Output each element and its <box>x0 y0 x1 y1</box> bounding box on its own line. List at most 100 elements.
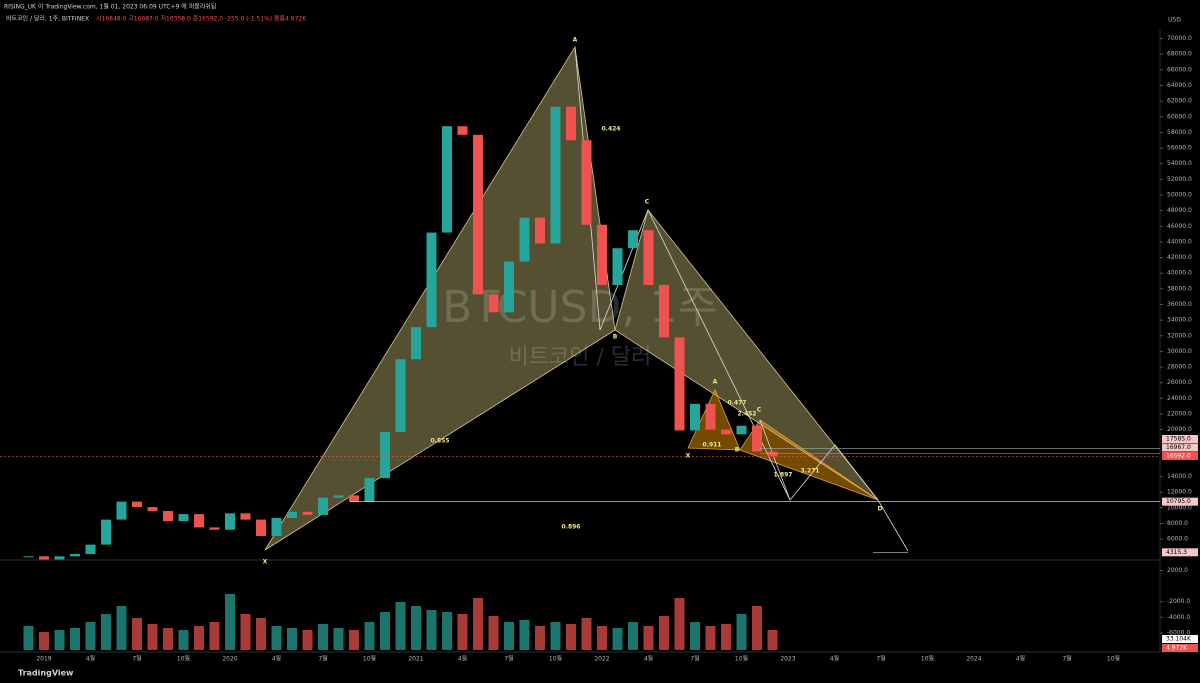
candle <box>566 106 576 141</box>
pattern-label: 0.911 <box>703 442 722 449</box>
candle <box>426 232 437 328</box>
level-tag-label: 10795.0 <box>1166 498 1191 505</box>
volume-bar <box>85 622 96 650</box>
candle <box>364 478 375 502</box>
x-tick-label: 7월 <box>1062 655 1071 663</box>
x-tick-label: 10월 <box>735 655 748 663</box>
y-tick-label: 38000.0 <box>1167 285 1192 292</box>
level-tag <box>1162 497 1198 506</box>
pattern-bcd <box>614 209 879 501</box>
candle <box>550 106 561 244</box>
candle <box>736 425 747 435</box>
price-tag <box>1162 443 1198 452</box>
x-tick-label: 2020 <box>222 656 237 663</box>
candle <box>721 429 731 435</box>
volume-bar <box>690 622 700 650</box>
volume-bar <box>628 622 638 650</box>
currency: USD <box>1168 17 1181 24</box>
candle <box>690 403 700 431</box>
volume-bar <box>597 626 607 650</box>
volume-bar <box>116 606 127 650</box>
candle <box>442 126 452 233</box>
pattern-label: 0.424 <box>602 126 621 133</box>
pattern-label: 0.896 <box>562 524 581 531</box>
pattern-label: B <box>735 447 740 454</box>
candle <box>225 513 235 530</box>
y-tick-label: 22000.0 <box>1167 411 1192 418</box>
pattern-label: A <box>713 379 718 386</box>
candle <box>163 510 173 522</box>
pattern-label: C <box>645 199 650 206</box>
symbol: 비트코인 / 달러, 1주, BITFINEX <box>6 15 89 23</box>
volume-bar <box>550 622 561 650</box>
volume-bar <box>674 598 685 650</box>
y-tick-label: 66000.0 <box>1167 66 1192 73</box>
y-tick-label: 2000.0 <box>1167 567 1188 574</box>
volume-bar <box>643 626 654 650</box>
candle <box>302 511 313 515</box>
volume-bar <box>504 622 514 650</box>
x-tick-label: 2023 <box>780 656 795 663</box>
candle <box>209 527 220 530</box>
volume-bar <box>659 616 669 650</box>
volume-bar <box>767 630 778 650</box>
volume-bar <box>225 594 235 650</box>
pattern-label: D <box>878 506 883 513</box>
volume-bar <box>426 610 437 650</box>
candle <box>705 403 716 430</box>
volume-bar <box>240 614 251 650</box>
volume-bar <box>705 626 716 650</box>
volume-bar <box>473 598 483 650</box>
x-tick-label: 10월 <box>363 655 376 663</box>
candle <box>488 294 499 313</box>
volume-bar <box>349 630 359 650</box>
y-tick-label: 48000.0 <box>1167 207 1192 214</box>
volume-bar <box>519 620 530 650</box>
volume-tag <box>1162 635 1198 643</box>
x-tick-label: 7월 <box>690 655 699 663</box>
volume-bar <box>287 628 297 650</box>
pattern-label: A <box>573 37 578 44</box>
y-tick-label: 52000.0 <box>1167 176 1192 183</box>
y-tick-label: 14000.0 <box>1167 473 1192 480</box>
level-tag <box>1162 548 1198 557</box>
y-tick-label: 12000.0 <box>1167 489 1192 496</box>
y-tick-label: 64000.0 <box>1167 82 1192 89</box>
candle <box>23 556 34 558</box>
small-pattern-bcd <box>739 419 879 501</box>
volume-tag-label: 33.104K <box>1166 636 1192 643</box>
volume-bar <box>535 626 545 650</box>
volume-bar <box>380 612 390 650</box>
pattern-xab <box>264 45 616 551</box>
harmonic-pattern <box>264 45 909 552</box>
y-tick-label: 62000.0 <box>1167 98 1192 105</box>
volume-bar <box>457 614 468 650</box>
candle <box>240 513 251 520</box>
x-tick-label: 4월 <box>86 655 95 663</box>
volume-bar <box>612 628 623 650</box>
candle <box>54 556 65 560</box>
candle <box>457 126 468 135</box>
pattern-label: C <box>757 407 762 414</box>
volume-bar <box>256 618 266 650</box>
x-tick-label: 2019 <box>36 656 51 663</box>
y-tick-label: 28000.0 <box>1167 364 1192 371</box>
volume-bar <box>178 630 189 650</box>
candle <box>519 217 530 262</box>
watermark-name: 비트코인 / 달러 <box>509 345 652 370</box>
pattern-label: 2.452 <box>738 411 757 418</box>
x-tick-label: 7월 <box>876 655 885 663</box>
y-tick-label: 20000.0 <box>1167 426 1192 433</box>
pattern-label: 0.555 <box>431 438 450 445</box>
y-tick-label: 54000.0 <box>1167 160 1192 167</box>
x-tick-label: 4월 <box>1016 655 1025 663</box>
ohlc: 시16848.0 고16987.0 저16358.0 종16592.0 -255… <box>96 15 307 23</box>
volume-bar <box>39 632 49 650</box>
volume-bar <box>581 618 592 650</box>
volume-bar <box>194 626 204 650</box>
volume-bar <box>302 630 313 650</box>
candle <box>659 284 669 338</box>
